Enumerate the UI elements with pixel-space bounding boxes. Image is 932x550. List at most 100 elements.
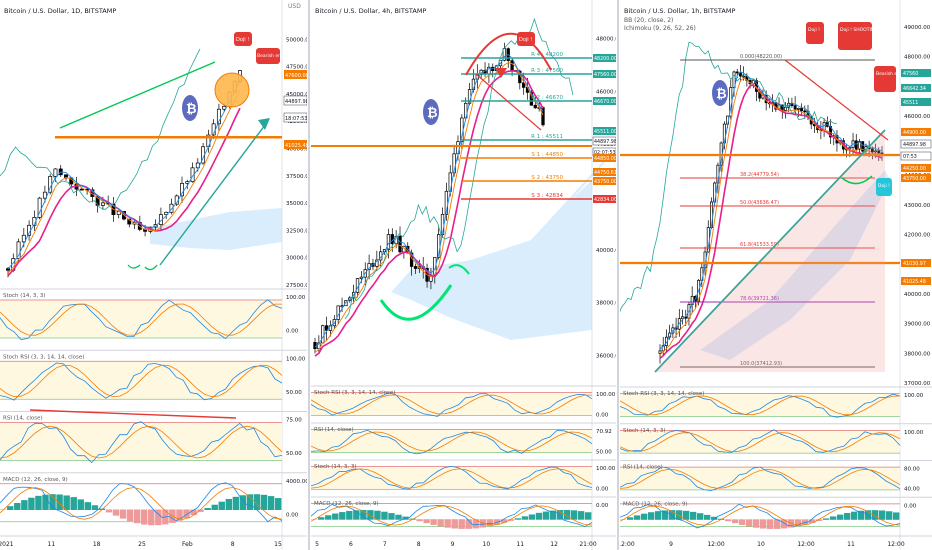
price-tag xyxy=(901,69,931,77)
chart-panel-1d[interactable]: Bitcoin / U.S. Dollar, 1D, BITSTAMP USD 50… xyxy=(0,0,307,550)
price-tag-text: 44850.00 xyxy=(594,156,616,162)
price-tag xyxy=(593,168,616,176)
candle-body xyxy=(344,300,348,307)
macd-histogram-bar xyxy=(683,510,690,520)
annotation-text: Doji ! xyxy=(878,183,890,189)
indicator-line-fast xyxy=(620,393,901,418)
time-tick-label: 11 xyxy=(516,541,524,548)
annotation-text: Doji ! SHOOTING STAR xyxy=(840,27,891,33)
chart-title: Bitcoin / U.S. Dollar, 1h, BITSTAMP xyxy=(624,7,735,15)
price-tag-text: 44897.98 xyxy=(285,99,307,105)
indicator-line-slow xyxy=(0,425,283,459)
price-tag xyxy=(283,112,307,123)
macd-histogram-bar xyxy=(246,494,254,510)
macd-histogram-bar xyxy=(690,511,697,520)
time-tick-label: 12 xyxy=(550,541,558,548)
indicator-tick: 80.00 xyxy=(904,467,920,473)
indicator-tick: 0.00 xyxy=(596,412,609,418)
macd-histogram-bar xyxy=(500,519,508,523)
candle-body xyxy=(658,350,662,354)
candle-body xyxy=(433,256,437,276)
macd-histogram-bar xyxy=(197,509,204,512)
macd-histogram-bar xyxy=(472,519,479,529)
indicator-label: Stoch RSI (3, 3, 14, 14, close) xyxy=(3,354,84,360)
candle-body xyxy=(870,148,874,153)
price-tag-text: 07:53 xyxy=(903,154,917,160)
lagging-span xyxy=(344,17,574,320)
indicator-line-fast xyxy=(311,392,593,417)
candle-body xyxy=(735,71,739,74)
chart-panel-1h[interactable]: Bitcoin / U.S. Dollar, 1h, BITSTAMP BB (2… xyxy=(620,0,932,550)
price-tick-label: 46000.00 xyxy=(596,89,616,95)
macd-histogram-bar xyxy=(556,510,564,520)
macd-histogram-bar xyxy=(697,513,704,520)
pink-line xyxy=(659,83,883,359)
macd-histogram-bar xyxy=(444,519,451,528)
candle-body xyxy=(169,203,174,213)
indicator-band xyxy=(311,466,592,490)
chart-subtitle: Ichimoku (9, 26, 52, 26) xyxy=(624,25,696,32)
price-tag-text: 43750.00 xyxy=(594,179,616,185)
indicator-band xyxy=(0,300,282,338)
ichimoku-cloud xyxy=(150,208,282,250)
candle-body xyxy=(533,104,537,109)
candle-body xyxy=(53,168,58,177)
macd-histogram-bar xyxy=(627,517,634,520)
indicator-line-fast xyxy=(0,299,283,341)
chart-svg: Bitcoin / U.S. Dollar, 1h, BITSTAMP BB (2… xyxy=(620,0,932,550)
macd-histogram-bar xyxy=(360,509,367,520)
macd-histogram-bar xyxy=(844,512,851,520)
macd-histogram-bar xyxy=(746,519,753,527)
chart-panel-4h[interactable]: Bitcoin / U.S. Dollar, 4h, BITSTAMP 48000… xyxy=(311,0,616,550)
macd-histogram-bar xyxy=(211,504,218,510)
indicator-tick: 50.00 xyxy=(286,451,302,457)
trend-line-green xyxy=(59,61,216,129)
time-tick-label: 8 xyxy=(231,541,235,548)
bitcoin-glyph: ₿ xyxy=(716,87,727,102)
macd-histogram-bar xyxy=(437,519,444,527)
annotation-text: Doji ! xyxy=(236,37,249,43)
bitcoin-logo xyxy=(182,95,198,121)
candle-body xyxy=(42,191,47,199)
price-tag xyxy=(900,151,932,161)
macd-histogram-bar xyxy=(14,502,21,510)
price-tag-text: 46642.34 xyxy=(903,86,926,92)
annotation-text: Doji ! xyxy=(519,37,532,43)
price-tag-text: 45511.00 xyxy=(594,129,616,135)
macd-histogram-bar xyxy=(528,514,536,520)
macd-histogram-bar xyxy=(837,514,844,520)
panel-divider[interactable] xyxy=(308,0,310,550)
macd-histogram-bar xyxy=(35,495,42,510)
macd-histogram-bar xyxy=(669,510,676,520)
chart-svg: Bitcoin / U.S. Dollar, 4h, BITSTAMP 48000… xyxy=(311,0,616,550)
candle-body xyxy=(510,60,514,71)
indicator-label: MACD (12, 26, close, 9) xyxy=(314,501,379,507)
candle-body xyxy=(854,140,858,150)
candle-body xyxy=(796,107,800,110)
blue-line xyxy=(659,71,883,350)
price-tag xyxy=(593,70,616,78)
indicator-line-slow xyxy=(620,468,901,489)
pink-line xyxy=(314,69,544,357)
indicator-tick: 70.92 xyxy=(596,429,612,435)
arrow-head xyxy=(495,68,507,78)
macd-histogram-bar xyxy=(732,519,739,524)
candle-body xyxy=(800,107,804,112)
macd-histogram-bar xyxy=(641,513,648,520)
rounded-bottom xyxy=(379,284,453,321)
pivot-level-label: S 3 : 42834 xyxy=(531,193,563,199)
price-tick-label: 43000.00 xyxy=(904,203,931,209)
macd-histogram-bar xyxy=(183,509,190,519)
candle-body xyxy=(100,202,105,206)
candle-body xyxy=(413,266,418,269)
macd-histogram-bar xyxy=(28,497,35,510)
pivot-level-label: R 2 : 46670 xyxy=(531,95,563,101)
indicator-label: RSI (14, close) xyxy=(314,427,354,433)
candle-body xyxy=(522,82,526,88)
macd-histogram-bar xyxy=(112,509,120,516)
indicator-line-slow xyxy=(311,505,593,526)
candle-body xyxy=(16,241,21,259)
price-tick-label: 32500.00 xyxy=(286,228,307,234)
panel-divider[interactable] xyxy=(617,0,619,550)
indicator-tick: 0.00 xyxy=(596,486,609,492)
